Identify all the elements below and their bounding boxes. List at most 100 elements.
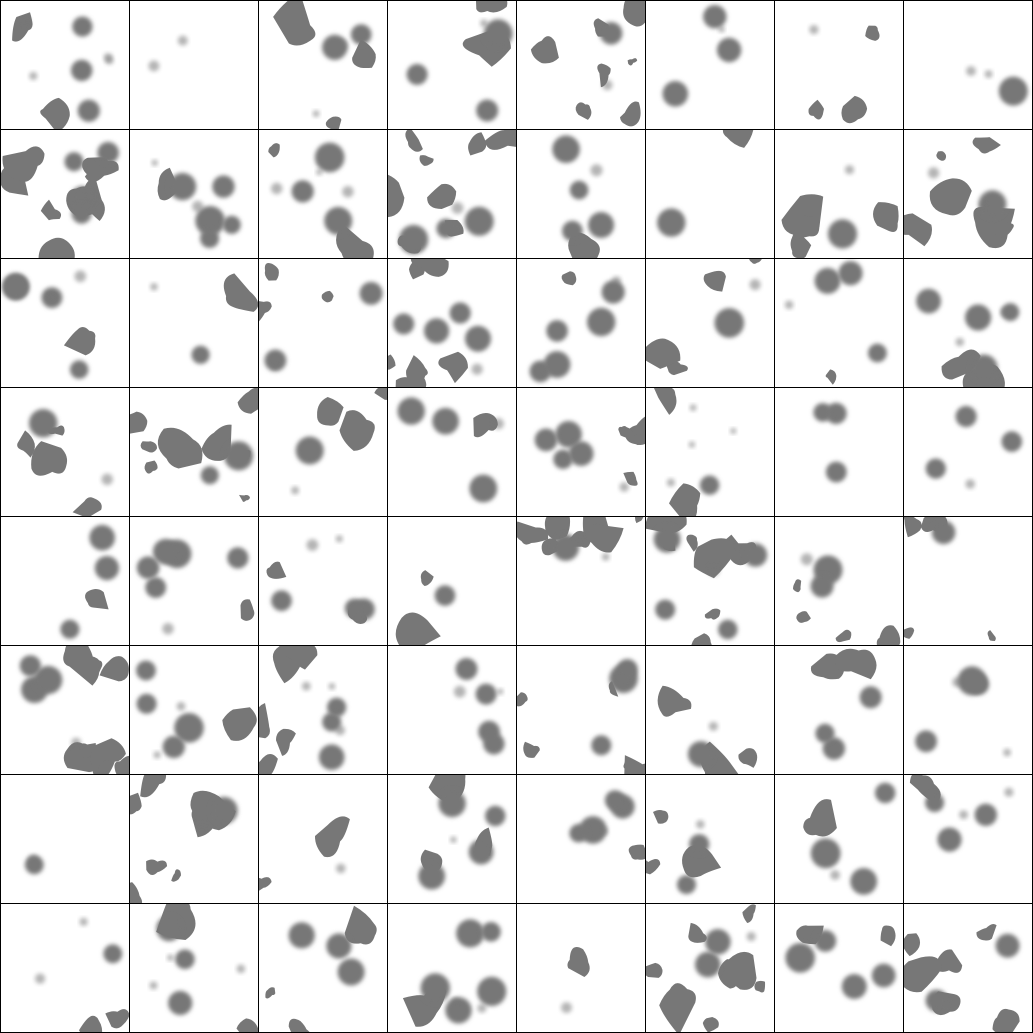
clutter-fragment: [406, 355, 428, 386]
blob: [653, 525, 681, 553]
blob: [546, 320, 568, 342]
tile-r3-c2: [291, 388, 387, 495]
tile-content: [529, 271, 625, 383]
clutter-fragment: [468, 132, 487, 156]
blob: [601, 553, 610, 561]
tile-content: [916, 288, 1020, 387]
blob: [825, 461, 847, 483]
blob: [481, 922, 501, 942]
blob: [555, 421, 582, 448]
blob: [955, 337, 965, 347]
blob: [322, 34, 348, 61]
tile-r2-c4: [529, 271, 625, 383]
blob: [451, 202, 464, 214]
tile-r1-c0: [1, 141, 119, 258]
tile-r0-c6: [808, 25, 880, 124]
clutter-fragment: [991, 218, 1014, 238]
blob: [103, 944, 123, 964]
blob: [830, 870, 840, 880]
tile-r4-c2: [266, 535, 375, 624]
blob: [601, 280, 625, 304]
clutter-fragment: [388, 354, 396, 370]
clutter-fragment: [146, 859, 168, 876]
clutter-fragment: [140, 441, 157, 453]
blob: [966, 66, 976, 76]
clutter-fragment: [98, 760, 112, 774]
blob: [965, 304, 992, 331]
blob: [271, 363, 278, 370]
blob: [77, 99, 100, 122]
tile-r5-c7: [915, 666, 1011, 757]
clutter-fragment: [803, 799, 837, 837]
clutter-fragment: [653, 809, 669, 824]
blob: [662, 81, 689, 107]
blob: [483, 733, 505, 755]
blob: [192, 200, 204, 212]
clutter-fragment: [473, 412, 498, 438]
tile-r1-c6: [781, 165, 899, 258]
clutter-fragment: [935, 949, 963, 973]
clutter-fragment: [63, 646, 100, 686]
blob: [222, 215, 241, 234]
blob: [730, 427, 737, 435]
clutter-fragment: [265, 987, 276, 999]
clutter-fragment: [904, 517, 922, 538]
tile-content: [395, 570, 456, 645]
blob: [97, 141, 119, 164]
tile-content: [259, 646, 347, 774]
clutter-fragment: [171, 869, 182, 882]
blob: [810, 574, 834, 598]
blob: [210, 796, 238, 825]
tile-r6-c5: [646, 809, 722, 895]
blob: [809, 25, 819, 35]
blob: [336, 863, 346, 874]
clutter-fragment: [941, 349, 981, 380]
clutter-fragment: [317, 397, 344, 426]
tile-r5-c3: [453, 658, 505, 755]
blob: [450, 836, 457, 843]
clutter-fragment: [691, 633, 712, 645]
blob: [455, 658, 478, 680]
tile-content: [268, 142, 374, 258]
blob: [197, 821, 206, 831]
blob: [291, 486, 300, 495]
tile-content: [904, 137, 1015, 249]
clutter-fragment: [825, 369, 837, 385]
tile-r3-c4: [534, 416, 645, 492]
blob: [420, 973, 450, 1003]
blob: [89, 524, 115, 551]
blob: [195, 206, 225, 236]
blob: [136, 556, 160, 579]
tile-content: [534, 416, 645, 492]
clutter-fragment: [388, 174, 405, 218]
blob: [1003, 748, 1011, 757]
clutter-fragment: [880, 925, 896, 947]
blob: [456, 919, 485, 948]
tile-content: [808, 25, 880, 124]
tile-content: [24, 854, 44, 875]
blob: [689, 404, 697, 412]
tile-content: [646, 259, 762, 376]
blob: [483, 19, 513, 49]
tile-r6-c0: [24, 854, 44, 875]
tile-r3-c7: [925, 405, 1023, 489]
tile-r5-c0: [19, 646, 129, 774]
clutter-fragment: [646, 338, 681, 369]
blob: [72, 16, 93, 37]
tile-content: [657, 685, 758, 774]
clutter-fragment: [865, 25, 880, 41]
blob: [29, 409, 58, 438]
tile-content: [810, 648, 882, 760]
clutter-fragment: [623, 471, 638, 486]
tile-content: [784, 261, 887, 385]
blob: [475, 683, 497, 705]
tile-content: [266, 535, 375, 624]
blob: [397, 397, 425, 425]
blob: [3, 274, 29, 300]
blob: [600, 827, 609, 835]
tile-r5-c1: [136, 660, 257, 759]
blob: [101, 473, 113, 485]
clutter-fragment: [38, 237, 75, 258]
blob: [335, 535, 343, 543]
tile-r5-c5: [657, 685, 758, 774]
